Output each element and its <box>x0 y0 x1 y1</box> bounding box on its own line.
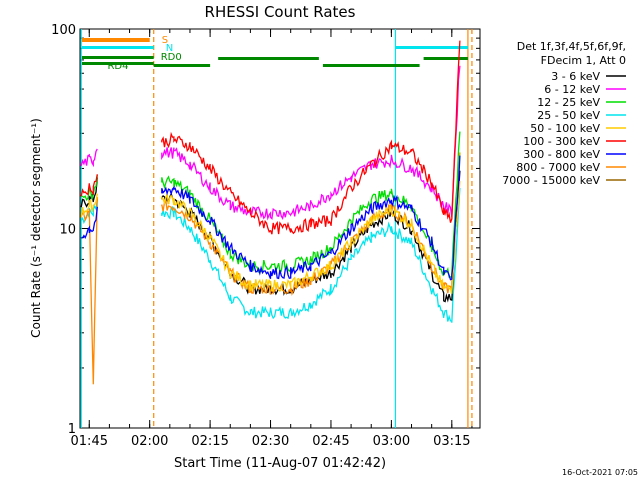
y-tick-label: 100 <box>51 23 76 38</box>
chart-title: RHESSI Count Rates <box>205 3 356 21</box>
x-axis-label: Start Time (11-Aug-07 01:42:42) <box>174 456 386 471</box>
legend-label: 300 - 800 keV <box>523 148 600 161</box>
legend-label: 800 - 7000 keV <box>516 161 600 174</box>
y-tick-label: 1 <box>68 422 76 437</box>
state-label-s: S <box>162 35 168 46</box>
series-line <box>80 181 461 294</box>
generated-timestamp: 16-Oct-2021 07:05 <box>562 468 638 477</box>
legend-header-line-1: Det 1f,3f,4f,5f,6f,9f, <box>517 40 626 53</box>
state-bar-rd4 <box>322 64 420 67</box>
y-axis-label: Count Rate (s⁻¹ detector segment⁻¹) <box>29 118 43 338</box>
plot-area: 1 10 100 01:45 02:00 02:15 02:30 02:45 03:00 03:1… <box>51 23 481 449</box>
series-line <box>80 187 461 323</box>
legend-label: 25 - 50 keV <box>537 109 600 122</box>
series-line <box>80 40 461 235</box>
state-bar-n <box>395 46 468 49</box>
x-tick-label: 03:00 <box>373 434 410 449</box>
state-bar-s <box>82 38 150 42</box>
state-bar-rd4 <box>153 64 211 67</box>
state-bar-rd0 <box>218 57 319 60</box>
x-tick-label: 01:45 <box>71 434 108 449</box>
plot-frame <box>79 28 481 429</box>
x-tick-label: 02:30 <box>252 434 289 449</box>
state-label-rd0: RD0 <box>161 52 182 63</box>
state-bar-n <box>82 46 154 49</box>
legend-label: 12 - 25 keV <box>537 96 600 109</box>
series-line <box>80 65 461 221</box>
series-line <box>81 155 461 281</box>
series-line <box>81 131 461 279</box>
state-label-rd4: RD4 <box>107 61 128 72</box>
legend-label: 100 - 300 keV <box>523 135 600 148</box>
x-tick-label: 03:15 <box>433 434 470 449</box>
x-tick-label: 02:00 <box>131 434 168 449</box>
state-bar-rd0 <box>423 57 468 60</box>
x-tick-label: 02:45 <box>312 434 349 449</box>
legend-label: 7000 - 15000 keV <box>502 174 600 187</box>
y-tick-label: 10 <box>59 223 76 238</box>
legend-label: 50 - 100 keV <box>530 122 600 135</box>
legend-header-line-2: FDecim 1, Att 0 <box>541 54 626 67</box>
x-tick-label: 02:15 <box>191 434 228 449</box>
legend-label: 3 - 6 keV <box>551 70 600 83</box>
state-label-n: N <box>166 43 173 54</box>
state-bar-rd0 <box>82 56 154 59</box>
state-bar-rd4 <box>82 62 154 65</box>
legend-label: 6 - 12 keV <box>544 83 600 96</box>
